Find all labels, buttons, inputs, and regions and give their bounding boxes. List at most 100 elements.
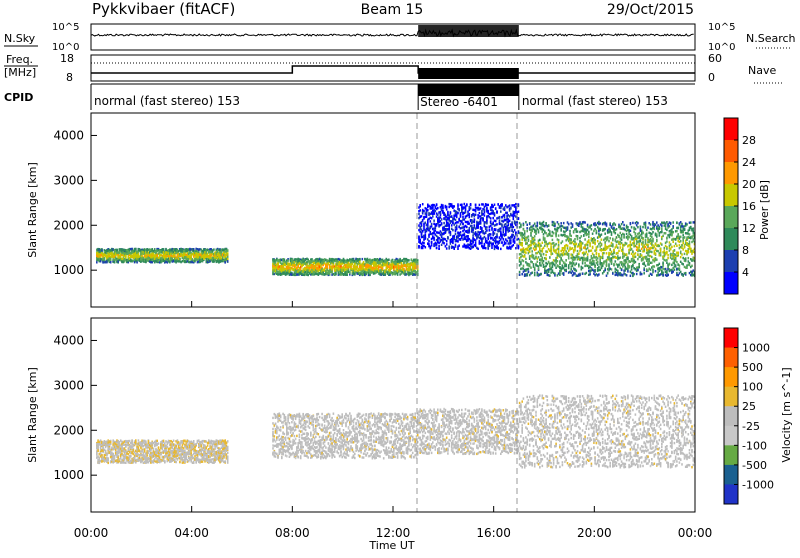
data-cell [554,225,556,227]
data-cell [572,265,574,267]
data-cell [558,244,560,246]
data-cell [529,263,531,265]
data-cell [534,272,536,274]
data-cell [533,255,535,257]
data-cell [529,223,531,225]
data-cell [489,229,491,231]
data-cell [125,255,127,257]
data-cell [576,243,578,245]
data-cell [514,242,516,244]
data-cell [577,236,579,238]
data-cell [492,217,494,219]
data-cell [530,247,532,249]
data-cell [497,247,499,249]
data-cell [138,253,140,255]
data-cell [451,224,453,226]
data-cell [518,211,520,213]
data-cell [510,242,512,244]
data-cell [519,239,521,241]
data-cell [446,206,448,208]
data-cell [421,215,423,217]
data-cell [519,259,521,261]
data-cell [487,204,489,206]
data-cell [481,242,483,244]
data-cell [518,218,520,220]
noise-left-tick-top: 10^5 [52,22,79,33]
data-cell [116,249,118,251]
data-cell [538,268,540,270]
data-cell [419,209,421,211]
nave-label: Nave [748,64,776,77]
data-cell [495,208,497,210]
data-cell [570,268,572,270]
data-cell [584,238,586,240]
data-cell [572,226,574,228]
data-cell [545,222,547,224]
data-cell [446,247,448,249]
data-cell [425,234,427,236]
data-cell [469,227,471,229]
data-cell [582,267,584,269]
data-cell [543,247,545,249]
data-cell [560,270,562,272]
data-cell [525,221,527,223]
data-cell [482,219,484,221]
beam-title: Beam 15 [361,2,424,18]
data-cell [382,268,384,270]
data-cell [114,261,116,263]
data-cell [284,258,286,260]
data-cell [457,205,459,207]
data-cell [543,264,545,266]
data-cell [509,209,511,211]
data-cell [568,267,570,269]
data-cell [441,218,443,220]
data-cell [578,252,580,254]
date-title: 29/Oct/2015 [607,2,694,18]
data-cell [484,211,486,213]
data-cell [537,261,539,263]
data-cell [453,205,455,207]
data-cell [480,221,482,223]
data-cell [423,242,425,244]
data-cell [534,235,536,237]
data-cell [491,227,493,229]
data-cell [563,267,565,269]
data-cell [577,230,579,232]
data-cell [447,237,449,239]
data-cell [457,212,459,214]
data-cell [539,239,541,241]
data-cell [384,274,386,276]
data-cell [560,228,562,230]
data-cell [461,204,463,206]
data-cell [542,242,544,244]
data-cell [529,251,531,253]
data-cell [425,246,427,248]
data-cell [537,225,539,227]
data-cell [567,226,569,228]
data-cell [581,248,583,250]
data-cell [552,235,554,237]
data-cell [441,244,443,246]
data-cell [528,235,530,237]
data-cell [442,210,444,212]
data-cell [491,247,493,249]
data-cell [427,209,429,211]
data-cell [423,210,425,212]
data-cell [484,214,486,216]
noise-line [91,30,694,36]
data-cell [440,212,442,214]
data-cell [559,274,561,276]
data-cell [425,237,427,239]
data-cell [487,238,489,240]
data-cell [514,236,516,238]
data-cell [438,248,440,250]
data-cell [443,242,445,244]
data-cell [475,239,477,241]
data-cell [432,215,434,217]
data-cell [531,261,533,263]
data-cell [462,216,464,218]
data-cell [466,203,468,205]
data-cell [481,227,483,229]
